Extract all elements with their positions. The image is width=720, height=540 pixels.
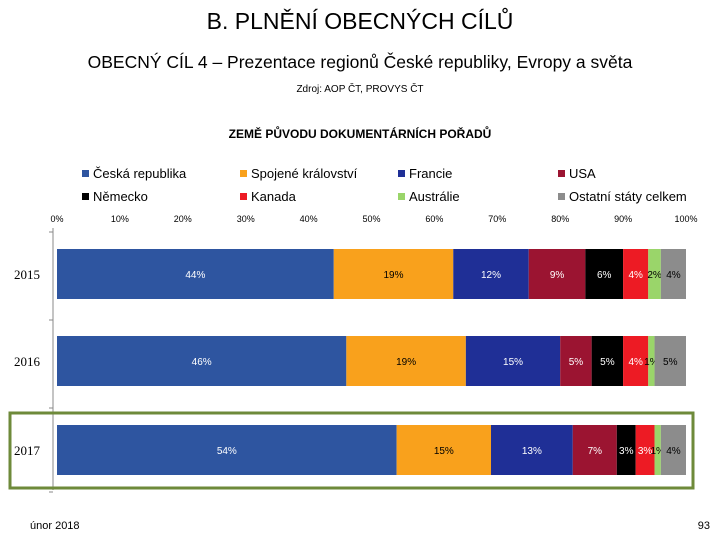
data-label: 4% xyxy=(666,270,681,281)
legend-label: USA xyxy=(569,166,596,181)
page-subtitle: OBECNÝ CÍL 4 – Prezentace regionů České … xyxy=(87,52,633,72)
x-tick-label: 10% xyxy=(111,214,129,224)
bar-segment-ostatni-staty-celkem xyxy=(660,425,686,475)
legend-swatch xyxy=(558,193,565,200)
legend-swatch xyxy=(82,170,89,177)
bar-segment-francie xyxy=(491,425,573,475)
x-tick-label: 0% xyxy=(50,214,63,224)
x-tick-label: 30% xyxy=(237,214,255,224)
bar-segment-nemecko xyxy=(585,249,624,299)
data-label: 19% xyxy=(396,357,416,368)
data-label: 19% xyxy=(384,270,404,281)
bar-segment-australie xyxy=(648,336,655,386)
data-label: 54% xyxy=(217,446,237,457)
legend-item-ceska-republika: Česká republika xyxy=(82,166,186,181)
legend-item-usa: USA xyxy=(558,166,596,181)
data-label: 1% xyxy=(650,446,665,457)
bar-segment-nemecko xyxy=(616,425,636,475)
legend-swatch xyxy=(398,170,405,177)
legend-swatch xyxy=(82,193,89,200)
legend-item-spojene-kralovstvi: Spojené království xyxy=(240,166,357,181)
bar-segment-nemecko xyxy=(591,336,624,386)
bar-segment-ostatni-staty-celkem xyxy=(654,336,686,386)
bar-segment-francie xyxy=(453,249,529,299)
legend-label: Spojené království xyxy=(251,166,358,181)
data-label: 4% xyxy=(628,357,643,368)
data-label: 3% xyxy=(638,446,653,457)
x-tick-label: 80% xyxy=(551,214,569,224)
bar-segment-ceska-republika xyxy=(57,249,334,299)
data-label: 9% xyxy=(550,270,565,281)
legend-item-francie: Francie xyxy=(398,166,452,181)
bar-segment-australie xyxy=(654,425,661,475)
highlight-frame xyxy=(8,411,695,490)
legend-swatch xyxy=(240,193,247,200)
x-tick-label: 100% xyxy=(674,214,697,224)
legend-swatch xyxy=(558,170,565,177)
bar-segment-usa xyxy=(528,249,586,299)
y-category-label: 2016 xyxy=(14,354,41,369)
x-tick-label: 50% xyxy=(362,214,380,224)
chart-title: ZEMĚ PŮVODU DOKUMENTÁRNÍCH POŘADŮ xyxy=(228,127,492,141)
bar-segment-australie xyxy=(648,249,661,299)
legend-label: Ostatní státy celkem xyxy=(569,189,687,204)
legend-item-kanada: Kanada xyxy=(240,189,296,204)
legend-item-ostatni-staty-celkem: Ostatní státy celkem xyxy=(558,189,687,204)
footer-date: únor 2018 xyxy=(30,520,80,532)
y-category-label: 2015 xyxy=(14,267,40,282)
legend-label: Kanada xyxy=(251,189,296,204)
data-label: 4% xyxy=(628,270,643,281)
x-tick-label: 70% xyxy=(488,214,506,224)
bar-segment-ceska-republika xyxy=(57,425,397,475)
legend-item-nemecko: Německo xyxy=(82,189,148,204)
data-label: 6% xyxy=(597,270,612,281)
bar-segment-kanada xyxy=(623,249,649,299)
data-label: 46% xyxy=(192,357,212,368)
x-tick-label: 60% xyxy=(425,214,443,224)
bar-segment-usa xyxy=(572,425,617,475)
y-category-label: 2017 xyxy=(14,443,41,458)
bar-segment-spojene-kralovstvi xyxy=(396,425,492,475)
data-label: 15% xyxy=(503,357,523,368)
bar-segment-spojene-kralovstvi xyxy=(346,336,466,386)
legend-label: Německo xyxy=(93,189,148,204)
data-label: 5% xyxy=(663,357,678,368)
bar-segment-ostatni-staty-celkem xyxy=(660,249,686,299)
data-label: 15% xyxy=(434,446,454,457)
legend-label: Francie xyxy=(409,166,453,181)
data-label: 44% xyxy=(185,270,205,281)
legend-item-australie: Austrálie xyxy=(398,189,460,204)
bar-segment-francie xyxy=(465,336,561,386)
x-tick-label: 20% xyxy=(174,214,192,224)
data-label: 7% xyxy=(588,446,603,457)
source-note: Zdroj: AOP ČT, PROVYS ČT xyxy=(296,84,424,95)
data-label: 13% xyxy=(522,446,542,457)
legend-swatch xyxy=(398,193,405,200)
x-tick-label: 40% xyxy=(300,214,318,224)
bar-segment-ceska-republika xyxy=(57,336,347,386)
legend-label: Česká republika xyxy=(93,166,187,181)
bar-segment-kanada xyxy=(623,336,649,386)
legend-swatch xyxy=(240,170,247,177)
data-label: 4% xyxy=(666,446,681,457)
legend-label: Austrálie xyxy=(409,189,460,204)
data-label: 3% xyxy=(619,446,634,457)
data-label: 5% xyxy=(600,357,615,368)
bar-segment-spojene-kralovstvi xyxy=(333,249,454,299)
data-label: 1% xyxy=(644,357,659,368)
page-title: B. PLNĚNÍ OBECNÝCH CÍLŮ xyxy=(206,8,514,34)
page-number: 93 xyxy=(697,520,710,532)
bar-segment-kanada xyxy=(635,425,655,475)
x-tick-label: 90% xyxy=(614,214,632,224)
chart-legend: Česká republika Spojené království Francie… xyxy=(0,0,720,210)
data-label: 12% xyxy=(481,270,501,281)
data-label: 2% xyxy=(647,270,662,281)
bar-segment-usa xyxy=(560,336,592,386)
data-label: 5% xyxy=(569,357,584,368)
